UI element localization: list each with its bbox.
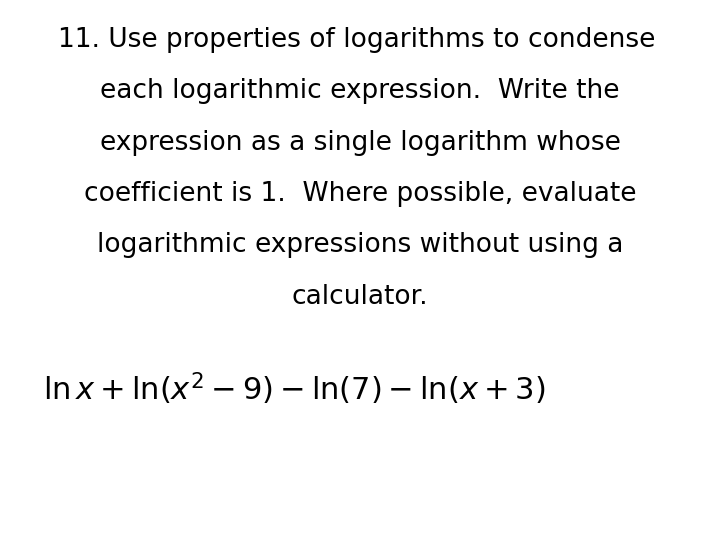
Text: each logarithmic expression.  Write the: each logarithmic expression. Write the — [100, 78, 620, 104]
Text: $\ln x + \ln(x^2 - 9) - \ln(7) - \ln(x + 3)$: $\ln x + \ln(x^2 - 9) - \ln(7) - \ln(x +… — [43, 370, 546, 407]
Text: logarithmic expressions without using a: logarithmic expressions without using a — [96, 232, 624, 258]
Text: expression as a single logarithm whose: expression as a single logarithm whose — [99, 130, 621, 156]
Text: 11. Use properties of logarithms to condense: 11. Use properties of logarithms to cond… — [58, 27, 655, 53]
Text: coefficient is 1.  Where possible, evaluate: coefficient is 1. Where possible, evalua… — [84, 181, 636, 207]
Text: calculator.: calculator. — [292, 284, 428, 309]
